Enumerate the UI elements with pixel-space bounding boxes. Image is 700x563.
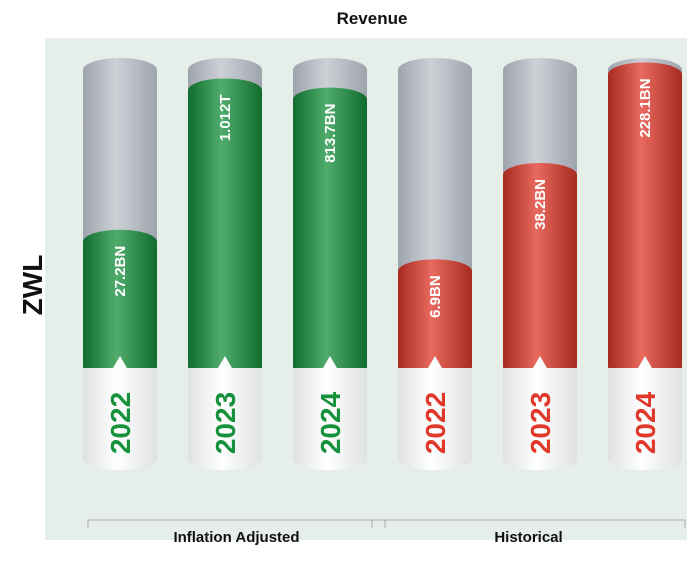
value-label: 813.7BN: [322, 104, 339, 163]
bar-shade: [503, 163, 577, 378]
bar-shade: [83, 229, 157, 378]
label-cap: [293, 356, 367, 470]
group-label: Inflation Adjusted: [173, 529, 299, 546]
value-label: 38.2BN: [532, 179, 549, 230]
label-cap: [608, 356, 682, 470]
category-label: 2022: [420, 392, 451, 454]
label-cap: [398, 356, 472, 470]
group-bracket: [87, 519, 386, 528]
category-label: 2023: [525, 392, 556, 454]
value-label: 6.9BN: [427, 275, 444, 318]
chart-title: Revenue: [337, 9, 408, 28]
label-cap: [503, 356, 577, 470]
category-label: 2022: [105, 392, 136, 454]
bar-shade: [398, 259, 472, 378]
group-label: Historical: [494, 529, 562, 546]
y-axis-label: ZWL: [17, 255, 48, 316]
bar-shade: [293, 87, 367, 378]
category-label: 2024: [315, 391, 346, 454]
value-label: 1.012T: [217, 94, 234, 141]
value-label: 228.1BN: [637, 78, 654, 137]
category-label: 2024: [630, 391, 661, 454]
bar-shade: [608, 62, 682, 379]
label-cap: [188, 356, 262, 470]
category-label: 2023: [210, 392, 241, 454]
value-label: 27.2BN: [112, 246, 129, 297]
label-cap: [83, 356, 157, 470]
group-bracket: [371, 519, 686, 528]
bar-shade: [188, 78, 262, 378]
